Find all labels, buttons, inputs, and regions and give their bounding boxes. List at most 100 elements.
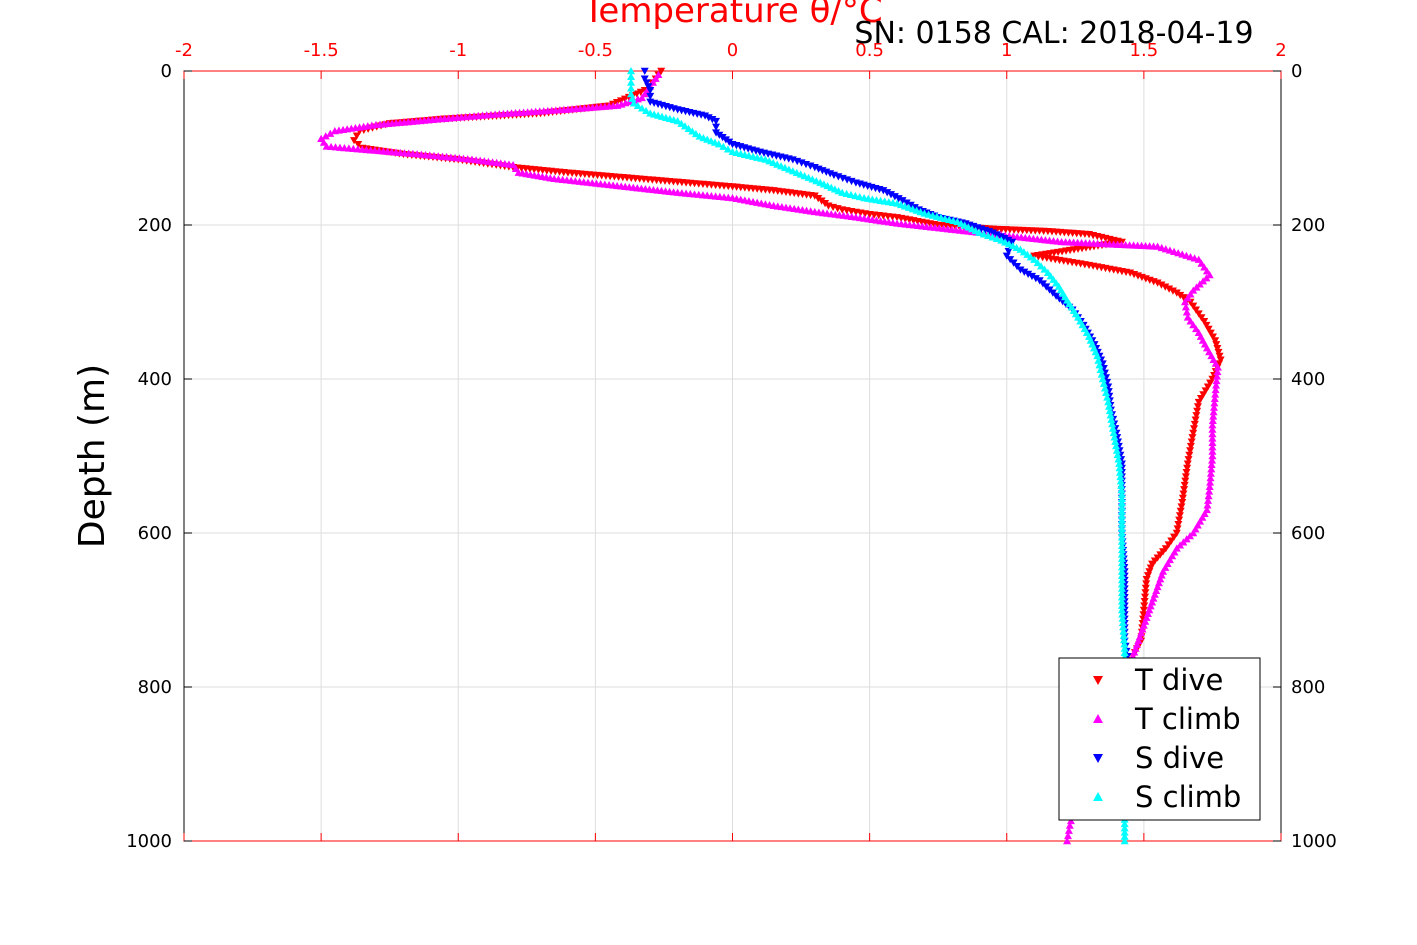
data-point [1100, 384, 1109, 392]
legend-label: S climb [1135, 780, 1241, 814]
data-point [1207, 351, 1216, 360]
data-point [1117, 524, 1126, 532]
data-point [1206, 478, 1215, 486]
data-point [1179, 490, 1188, 498]
y-tick-label-left: 200 [138, 215, 172, 236]
x-tick-label: 1.5 [1130, 40, 1159, 61]
data-point [322, 142, 331, 150]
x-tick-label: -2 [175, 40, 193, 61]
data-point [326, 129, 335, 137]
data-point [1117, 516, 1126, 524]
data-point [1117, 584, 1126, 592]
data-point [1066, 816, 1075, 825]
data-point [1012, 243, 1021, 251]
data-point [1173, 525, 1182, 533]
data-point [317, 134, 326, 142]
data-point [1212, 376, 1221, 385]
data-point [651, 74, 660, 82]
data-point [1105, 406, 1114, 415]
data-point [1104, 398, 1113, 406]
data-point [1117, 520, 1126, 528]
data-point [817, 197, 826, 205]
data-point [657, 67, 666, 75]
data-point [1187, 438, 1196, 446]
data-point [1202, 505, 1211, 514]
data-point [1175, 512, 1184, 520]
data-point [1205, 271, 1214, 279]
data-point [1208, 430, 1217, 438]
data-point [1142, 580, 1151, 588]
data-point [1118, 610, 1127, 618]
data-point [1202, 267, 1211, 275]
y-tick-label-left: 0 [161, 61, 172, 82]
data-point [1143, 609, 1152, 618]
y-tick-label-right: 800 [1291, 677, 1325, 698]
data-point [654, 70, 663, 79]
data-point [728, 147, 737, 156]
data-point [1095, 361, 1104, 369]
data-point [1117, 597, 1126, 605]
data-point [712, 117, 721, 126]
data-point [1117, 580, 1126, 588]
data-point [1214, 348, 1223, 357]
data-point [989, 229, 998, 237]
data-point [719, 142, 728, 150]
y-tick-label-left: 1000 [126, 831, 172, 852]
data-point [810, 192, 819, 200]
data-point [1205, 348, 1214, 356]
data-point [1150, 590, 1159, 598]
data-point [1115, 459, 1124, 467]
data-point [1209, 412, 1218, 420]
data-point [1138, 625, 1147, 633]
data-point [894, 195, 903, 203]
data-point [1183, 460, 1192, 468]
legend-marker [1093, 792, 1103, 801]
data-point [1001, 238, 1010, 246]
data-point [1139, 606, 1148, 614]
data-point [629, 99, 638, 107]
data-point [1208, 421, 1217, 429]
data-point [1131, 644, 1140, 652]
data-point [1145, 568, 1154, 576]
data-point [1165, 285, 1174, 293]
x-tick-label: 0.5 [855, 40, 884, 61]
data-point [1198, 513, 1207, 521]
data-point [1186, 442, 1195, 451]
data-point [1213, 345, 1222, 353]
data-point [1170, 548, 1179, 556]
data-point [1212, 341, 1221, 349]
data-point [1181, 298, 1190, 306]
data-point [1188, 434, 1197, 442]
data-point [1183, 313, 1192, 321]
data-point [321, 132, 330, 140]
data-point [1216, 356, 1225, 364]
data-point [1168, 287, 1177, 295]
data-point [1172, 529, 1181, 537]
data-point [1211, 385, 1220, 394]
data-point [1185, 451, 1194, 459]
data-point [1205, 482, 1214, 490]
series-layer [317, 67, 1225, 845]
data-point [1213, 372, 1222, 380]
data-point [640, 67, 649, 75]
data-point [1031, 275, 1040, 283]
data-point [1170, 533, 1179, 541]
data-point [1202, 344, 1211, 352]
legend-label: T climb [1134, 702, 1241, 736]
data-point [1063, 837, 1072, 845]
data-point [1205, 487, 1214, 495]
x-tick-label: -0.5 [578, 40, 613, 61]
data-point [1177, 503, 1186, 511]
data-point [883, 189, 892, 197]
data-point [1190, 420, 1199, 429]
data-point [1142, 613, 1151, 621]
data-point [1004, 240, 1013, 248]
data-point [1167, 537, 1176, 545]
data-point [1183, 464, 1192, 472]
data-point [1142, 576, 1151, 584]
data-point [1212, 381, 1221, 389]
data-point [1183, 294, 1192, 302]
data-point [1130, 648, 1139, 656]
data-point [1080, 324, 1089, 333]
data-point [1191, 416, 1200, 424]
